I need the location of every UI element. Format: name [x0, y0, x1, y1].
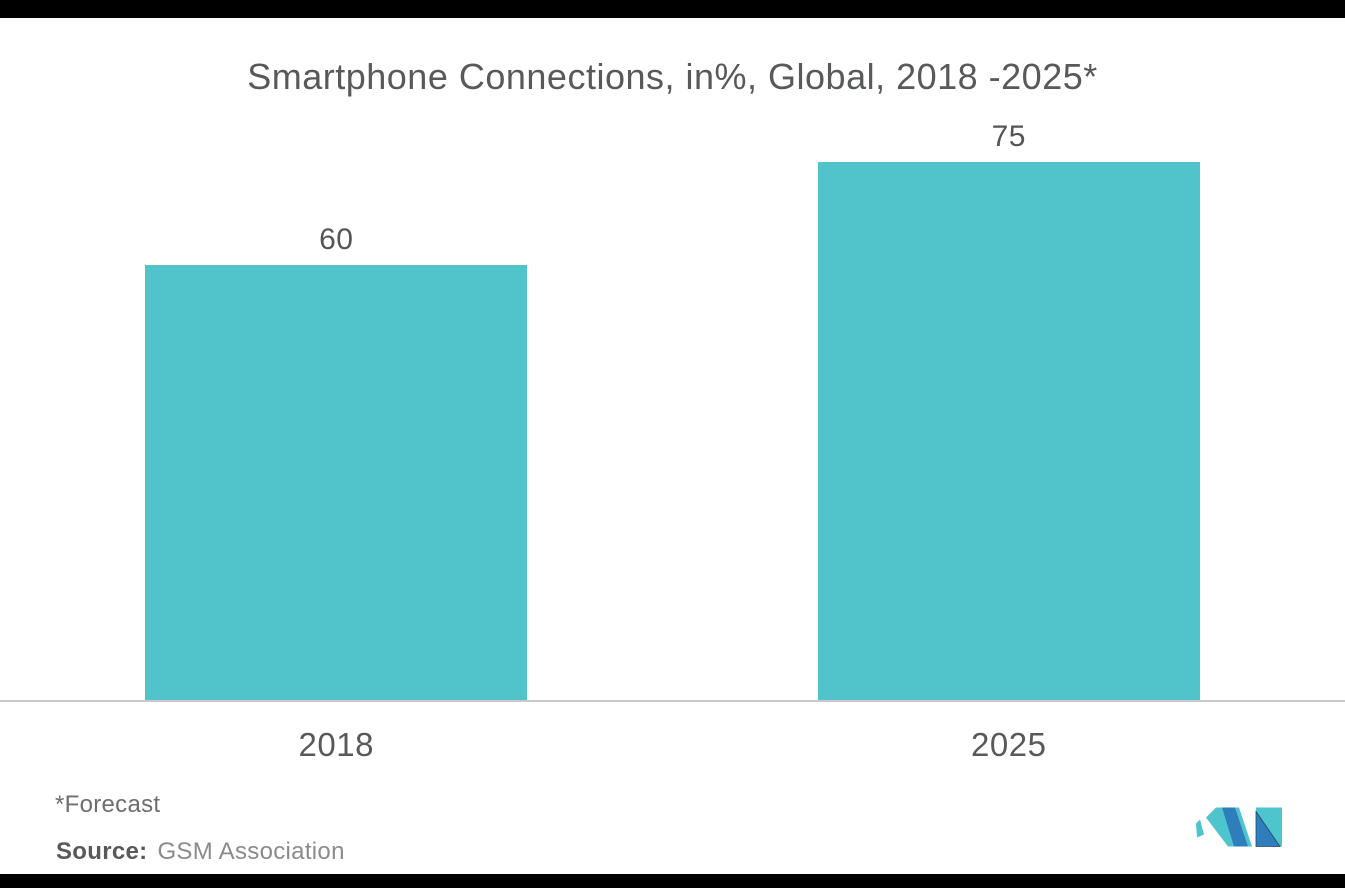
x-axis-line [0, 700, 1345, 702]
logo-left-band [1222, 807, 1248, 847]
bar [817, 162, 1200, 700]
x-axis-label: 2018 [298, 726, 374, 763]
bar-group-2025: 75 [817, 120, 1200, 700]
x-axis-label: 2025 [971, 726, 1047, 763]
bar-value-label: 60 [319, 223, 354, 256]
bar [145, 265, 528, 700]
top-frame-bar [0, 0, 1345, 18]
source-label: Source: [56, 838, 148, 865]
bar-group-2018: 60 [145, 120, 528, 700]
forecast-footnote: *Forecast [55, 791, 161, 818]
logo-left-sliver [1196, 819, 1204, 838]
bottom-frame-bar [0, 874, 1345, 888]
source-line: Source: GSM Association [56, 838, 345, 866]
chart-title: Smartphone Connections, in%, Global, 201… [247, 56, 1098, 97]
plot-area: 60 75 [0, 120, 1345, 700]
logo-right-triangle [1255, 810, 1281, 847]
bar-value-label: 75 [991, 120, 1026, 153]
source-value: GSM Association [157, 838, 345, 865]
mordor-intelligence-logo [1196, 807, 1282, 847]
